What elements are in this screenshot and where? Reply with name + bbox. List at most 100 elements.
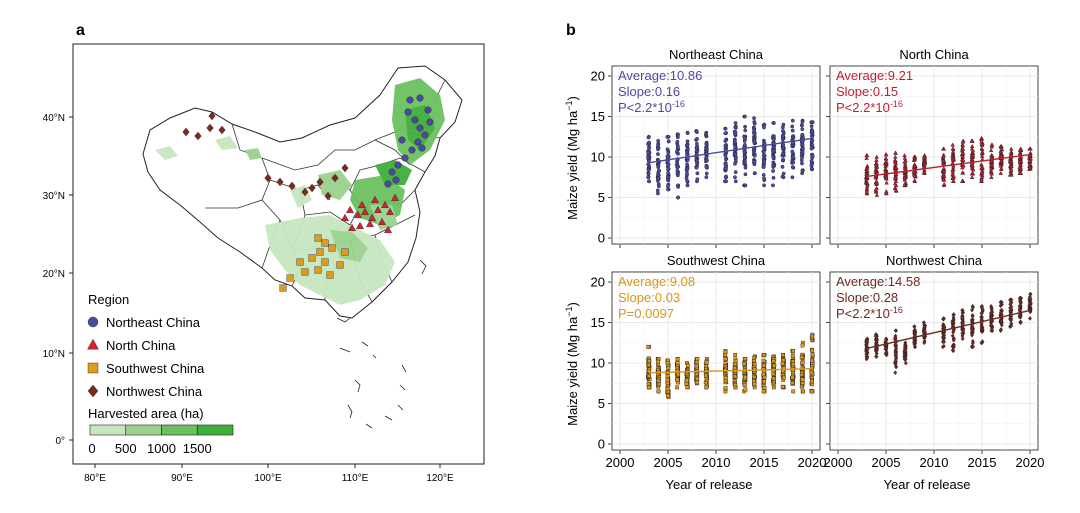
harvested-area-shading: [155, 78, 445, 305]
legend-marker-square: [87, 362, 99, 374]
data-point: [666, 139, 671, 144]
lon-tick-label: 90°E: [171, 473, 193, 484]
data-point: [723, 126, 728, 131]
data-point: [733, 362, 737, 366]
data-point: [790, 124, 795, 129]
data-point: [903, 360, 908, 366]
data-point: [743, 357, 747, 361]
site-point: [384, 225, 392, 234]
stat-average: Average:9.08: [618, 274, 695, 289]
site-point: [354, 210, 362, 219]
data-point: [988, 148, 994, 153]
data-point: [893, 154, 898, 159]
data-point: [864, 189, 869, 194]
data-point: [874, 348, 879, 354]
data-point: [666, 178, 671, 183]
site-point: [314, 234, 322, 242]
legend-region-label: North China: [106, 338, 176, 353]
data-point: [950, 347, 955, 353]
data-point: [902, 159, 907, 164]
data-point: [999, 299, 1004, 305]
data-point: [902, 182, 907, 188]
site-point: [356, 221, 364, 230]
site-point: [411, 116, 419, 124]
data-point: [743, 375, 747, 380]
data-point: [884, 180, 889, 185]
site-point: [346, 205, 354, 214]
data-point: [742, 142, 747, 147]
data-point: [761, 358, 766, 363]
data-point: [657, 382, 661, 387]
data-point: [732, 129, 737, 134]
data-point: [733, 155, 738, 160]
data-point: [666, 184, 670, 189]
stat-slope: Slope:0.28: [836, 290, 898, 305]
stat-p-value: P<2.2*10-16: [836, 99, 903, 115]
data-point: [655, 188, 660, 193]
data-point: [865, 350, 870, 355]
y-tick-label: 10: [591, 150, 605, 165]
data-point: [874, 354, 879, 359]
data-point: [884, 159, 889, 164]
data-point: [781, 157, 786, 162]
data-point: [893, 171, 899, 176]
site-point: [264, 173, 272, 183]
data-point: [647, 374, 651, 378]
data-point: [752, 160, 756, 165]
data-point: [646, 344, 651, 349]
site-point: [288, 181, 296, 191]
lat-tick-label: 30°N: [43, 191, 65, 202]
data-points: [646, 114, 815, 200]
data-point: [951, 335, 956, 341]
data-point: [723, 131, 728, 136]
data-point: [695, 357, 700, 361]
data-point: [733, 175, 737, 180]
data-point: [647, 385, 651, 390]
x-tick-label: 2010: [920, 455, 949, 470]
data-point: [694, 364, 699, 369]
stat-p-value: P<2.2*10-16: [836, 305, 903, 321]
data-point: [989, 159, 994, 164]
data-point: [684, 381, 689, 386]
data-point: [979, 178, 984, 183]
data-point: [999, 158, 1004, 163]
data-point: [892, 159, 898, 164]
legend-marker-triangle: [87, 338, 99, 350]
data-point: [752, 116, 756, 121]
data-point: [666, 150, 671, 155]
stat-average: Average:10.86: [618, 68, 702, 83]
data-point: [970, 153, 975, 158]
data-point: [676, 132, 680, 137]
data-point: [979, 139, 984, 144]
data-point: [790, 381, 795, 386]
data-point: [902, 165, 908, 171]
data-point: [864, 155, 869, 160]
data-point: [646, 179, 651, 184]
site-point: [308, 183, 316, 193]
data-point: [873, 334, 878, 339]
site-point: [401, 154, 409, 162]
y-tick-label: 15: [591, 109, 605, 124]
site-point: [301, 187, 309, 197]
data-point: [893, 363, 898, 369]
data-point: [902, 181, 908, 186]
data-point: [809, 146, 814, 151]
data-point: [800, 381, 805, 386]
data-point: [666, 171, 670, 176]
data-point: [666, 393, 670, 398]
site-point: [424, 106, 432, 114]
data-point: [922, 161, 927, 166]
data-point: [912, 178, 917, 183]
site-point: [316, 177, 324, 187]
data-point: [781, 353, 786, 358]
lat-tick-label: 20°N: [43, 269, 65, 280]
data-point: [646, 151, 651, 155]
data-point: [685, 131, 690, 136]
data-point: [950, 175, 956, 180]
data-point: [801, 146, 805, 151]
data-point: [790, 149, 795, 154]
data-point: [951, 342, 956, 348]
data-point: [903, 348, 908, 354]
data-point: [657, 168, 661, 173]
